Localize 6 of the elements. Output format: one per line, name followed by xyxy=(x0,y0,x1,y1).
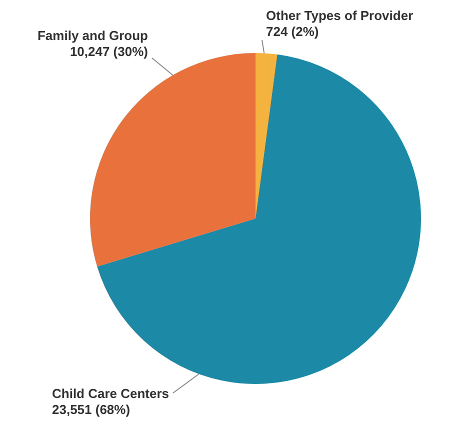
data-label: 724 (2%) xyxy=(266,24,319,39)
slice-label: Child Care Centers xyxy=(52,386,170,401)
slice-label: Family and Group xyxy=(37,28,148,43)
data-label: 23,551 (68%) xyxy=(52,402,130,417)
slice-label: Other Types of Provider xyxy=(266,8,414,23)
data-label: 10,247 (30%) xyxy=(70,44,148,59)
